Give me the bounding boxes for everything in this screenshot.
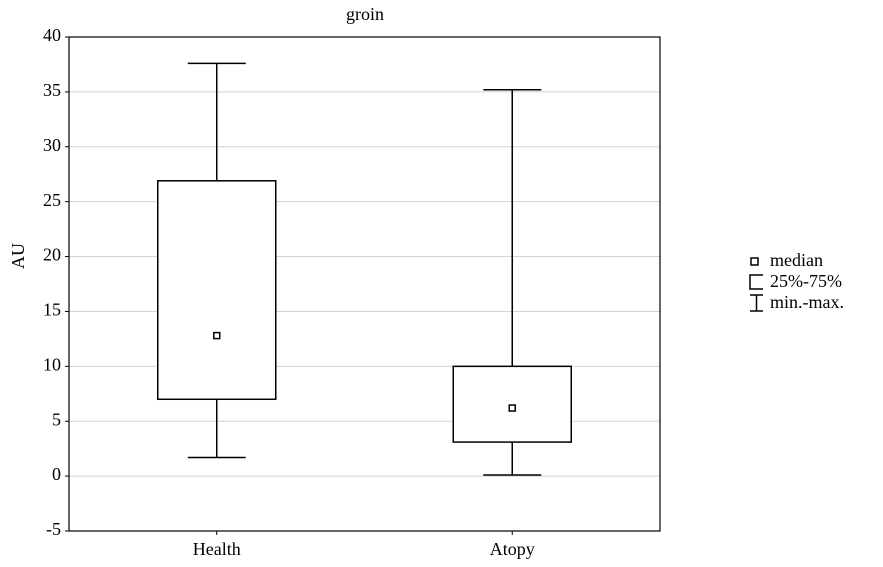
- y-tick-label: -5: [46, 519, 61, 539]
- legend-median-icon: [750, 257, 759, 266]
- y-tick-label: 20: [43, 245, 61, 265]
- median-marker: [508, 404, 516, 412]
- y-tick-label: 15: [43, 300, 61, 320]
- legend-label: min.-max.: [770, 292, 844, 312]
- y-tick-label: 0: [52, 464, 61, 484]
- y-tick-label: 5: [52, 409, 61, 429]
- chart-title: groin: [346, 4, 384, 24]
- x-tick-label: Atopy: [490, 539, 535, 559]
- y-tick-label: 25: [43, 190, 61, 210]
- legend-label: 25%-75%: [770, 271, 842, 291]
- y-axis-label: AU: [8, 243, 28, 269]
- x-tick-label: Health: [193, 539, 241, 559]
- y-tick-label: 35: [43, 80, 61, 100]
- y-tick-label: 40: [43, 25, 61, 45]
- legend-label: median: [770, 250, 823, 270]
- legend-box-icon: [749, 274, 763, 290]
- box: [157, 180, 277, 401]
- legend-whisker-icon: [750, 294, 763, 312]
- box: [452, 365, 572, 443]
- median-marker: [213, 331, 221, 340]
- legend-icons: [749, 257, 763, 312]
- y-tick-label: 30: [43, 135, 61, 155]
- plot-frame: [68, 36, 661, 532]
- y-tick-label: 10: [43, 354, 61, 374]
